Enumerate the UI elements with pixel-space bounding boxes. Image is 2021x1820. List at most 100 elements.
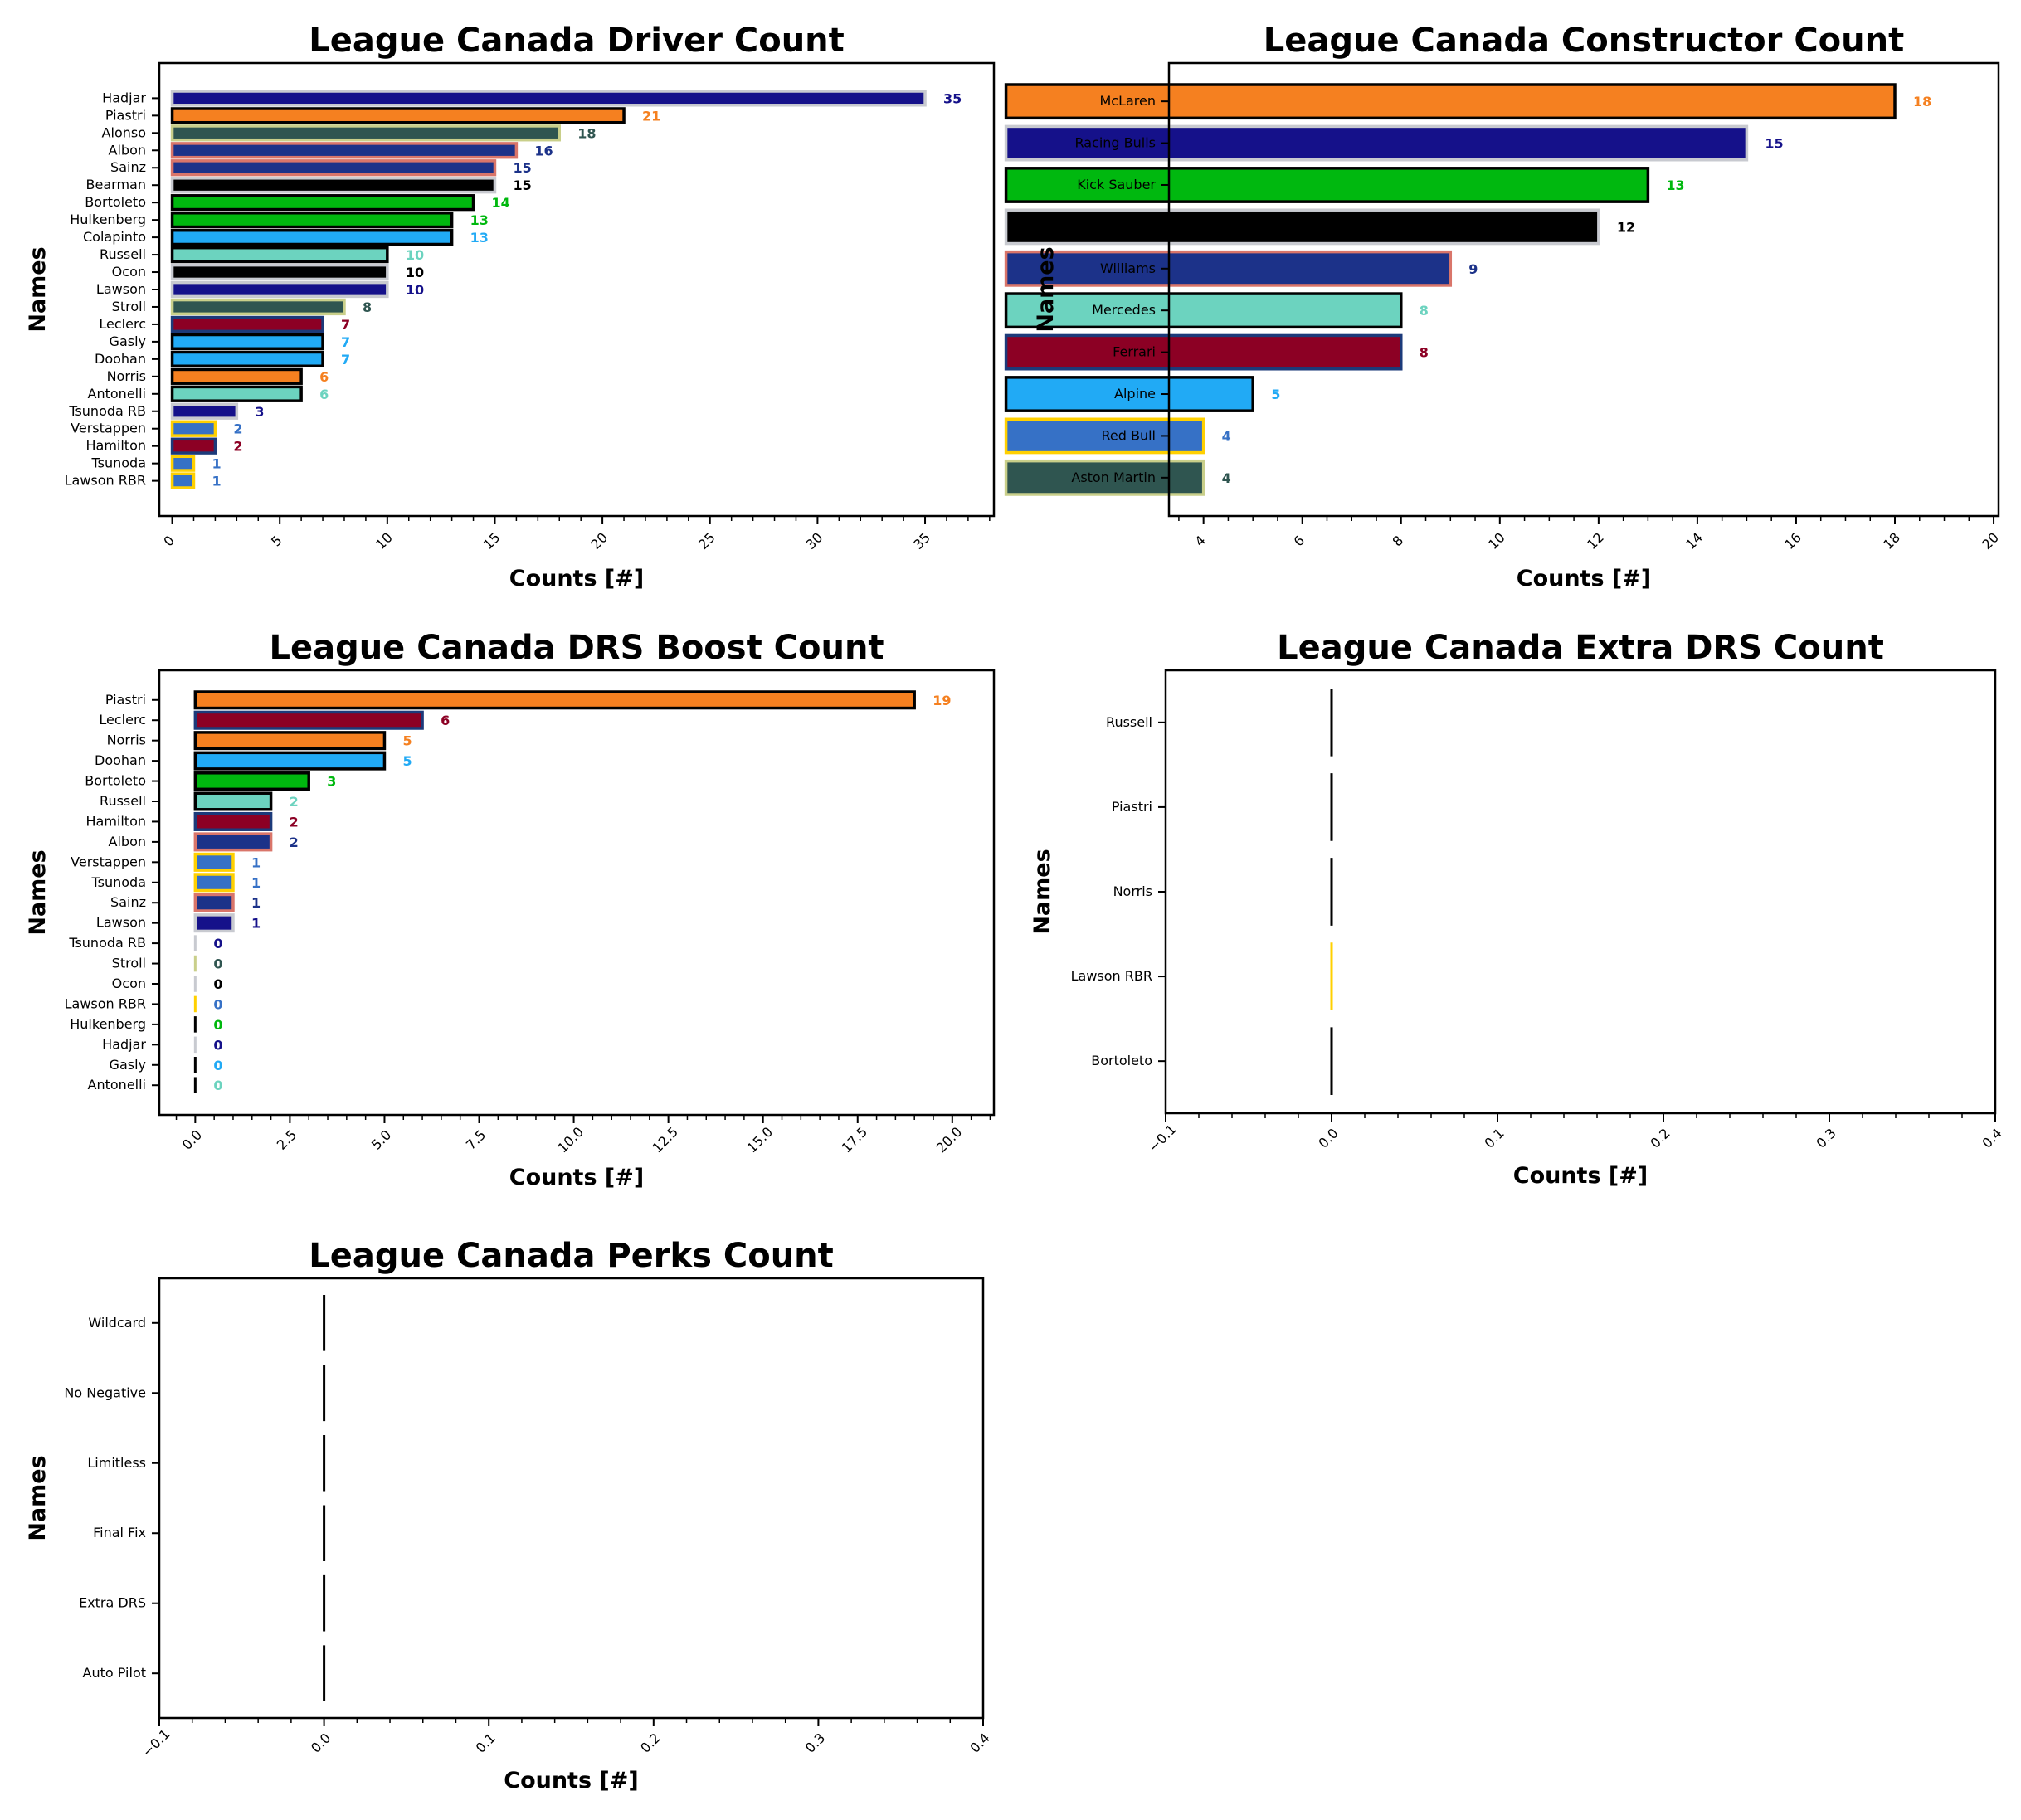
x-tick-label: 0.0 xyxy=(308,1730,334,1755)
y-tick-label: Lawson RBR xyxy=(65,995,146,1011)
y-tick-label: Russell xyxy=(1106,714,1152,730)
bar xyxy=(170,298,346,316)
bar xyxy=(193,893,235,912)
bar xyxy=(1004,376,1254,412)
bar xyxy=(193,690,916,710)
x-axis-label: Counts [#] xyxy=(1517,566,1652,591)
x-tick-label: 0.2 xyxy=(637,1730,663,1755)
bar xyxy=(193,771,310,791)
x-tick-label: 0.0 xyxy=(1315,1125,1341,1151)
x-tick-label: 15.0 xyxy=(743,1124,776,1156)
data-label: 0 xyxy=(213,1078,222,1093)
bar xyxy=(1004,83,1897,120)
bar xyxy=(193,873,235,893)
y-tick-label: Doohan xyxy=(95,752,146,768)
bar xyxy=(170,367,303,385)
data-label: 18 xyxy=(1913,94,1931,109)
y-tick-label: Extra DRS xyxy=(79,1595,146,1611)
x-axis-label: Counts [#] xyxy=(509,566,645,591)
axes-frame xyxy=(158,1277,985,1720)
data-label: 10 xyxy=(406,247,424,263)
y-tick-label: Tsunoda xyxy=(91,874,147,890)
x-tick-label: −0.1 xyxy=(139,1726,173,1760)
x-tick-label: 18 xyxy=(1880,529,1903,552)
y-tick-label: Limitless xyxy=(87,1455,146,1471)
chart-constructor: League Canada Constructor Count 18 McLaren… xyxy=(1004,22,2002,591)
y-tick-label: Stroll xyxy=(112,956,146,971)
x-tick-label: 6 xyxy=(1291,533,1308,550)
y-tick-label: Antonelli xyxy=(88,386,146,401)
data-label: 15 xyxy=(1765,136,1783,152)
y-tick-label: Bortoleto xyxy=(85,773,146,789)
y-tick-label: Lawson RBR xyxy=(65,473,146,489)
bar xyxy=(170,246,389,264)
x-tick-label: 20 xyxy=(587,529,611,552)
y-tick-label: Antonelli xyxy=(88,1077,146,1092)
y-tick-label: Lawson xyxy=(96,915,146,931)
y-tick-label: Piastri xyxy=(105,107,146,123)
x-tick-label: 15 xyxy=(480,529,504,552)
bar xyxy=(1004,250,1453,287)
data-label: 8 xyxy=(1420,303,1429,319)
chart-title: League Canada Perks Count xyxy=(309,1237,834,1275)
y-tick-label: Russell xyxy=(100,246,146,262)
data-label: 12 xyxy=(1617,219,1635,235)
x-tick-label: 10 xyxy=(1485,529,1508,552)
y-tick-label: Mercedes xyxy=(1092,302,1156,318)
x-tick-label: 12.5 xyxy=(649,1124,681,1156)
data-label: 19 xyxy=(933,693,951,708)
bar xyxy=(1004,459,1205,496)
x-tick-label: 0.4 xyxy=(967,1730,992,1755)
data-label: 15 xyxy=(513,160,531,176)
y-tick-label: Norris xyxy=(107,732,146,748)
data-label: 1 xyxy=(251,875,261,891)
data-label: 1 xyxy=(251,895,261,911)
y-tick-label: Hulkenberg xyxy=(70,212,146,227)
bar xyxy=(170,420,217,437)
y-tick-label: Piastri xyxy=(1112,799,1152,815)
data-label: 4 xyxy=(1222,470,1231,486)
y-axis-label: Names xyxy=(1030,849,1055,934)
axes-frame xyxy=(1164,669,1997,1115)
bar xyxy=(170,385,303,402)
data-label: 5 xyxy=(402,733,412,749)
bar xyxy=(170,280,389,299)
data-label: 6 xyxy=(319,369,329,385)
x-tick-label: 17.5 xyxy=(839,1124,871,1156)
x-tick-label: 10.0 xyxy=(554,1124,587,1156)
y-tick-label: Doohan xyxy=(95,351,146,367)
x-tick-label: 14 xyxy=(1683,529,1706,552)
y-tick-label: Ferrari xyxy=(1113,344,1156,360)
x-tick-label: 30 xyxy=(803,529,826,552)
y-tick-label: Wildcard xyxy=(88,1315,146,1331)
data-label: 18 xyxy=(577,125,596,141)
y-tick-label: McLaren xyxy=(1099,93,1156,109)
axes-frame xyxy=(158,669,996,1117)
chart-title: League Canada Constructor Count xyxy=(1264,22,1904,60)
y-tick-label: Verstappen xyxy=(71,421,146,436)
data-label: 8 xyxy=(363,299,372,315)
x-tick-label: 0.0 xyxy=(179,1127,205,1152)
data-label: 2 xyxy=(233,421,242,437)
bar xyxy=(170,315,324,333)
bar xyxy=(170,402,239,420)
x-axis-label: Counts [#] xyxy=(504,1768,639,1793)
data-label: 10 xyxy=(406,265,424,280)
bar xyxy=(1004,208,1600,246)
y-tick-label: Tsunoda RB xyxy=(68,935,146,951)
y-tick-label: Auto Pilot xyxy=(83,1665,146,1681)
bar xyxy=(193,811,273,831)
y-tick-label: Colapinto xyxy=(83,229,146,245)
x-tick-label: −0.1 xyxy=(1146,1122,1180,1156)
data-label: 0 xyxy=(213,936,222,951)
y-tick-label: Leclerc xyxy=(99,712,146,728)
y-tick-label: Piastri xyxy=(105,692,146,708)
y-tick-label: Hadjar xyxy=(102,1036,146,1052)
y-tick-label: Lawson xyxy=(96,281,146,297)
chart-title: League Canada Extra DRS Count xyxy=(1277,629,1884,667)
data-label: 1 xyxy=(251,916,261,932)
y-tick-label: Verstappen xyxy=(71,854,146,869)
x-tick-label: 0.1 xyxy=(473,1730,499,1755)
x-tick-label: 4 xyxy=(1191,533,1209,550)
data-label: 1 xyxy=(251,854,261,870)
